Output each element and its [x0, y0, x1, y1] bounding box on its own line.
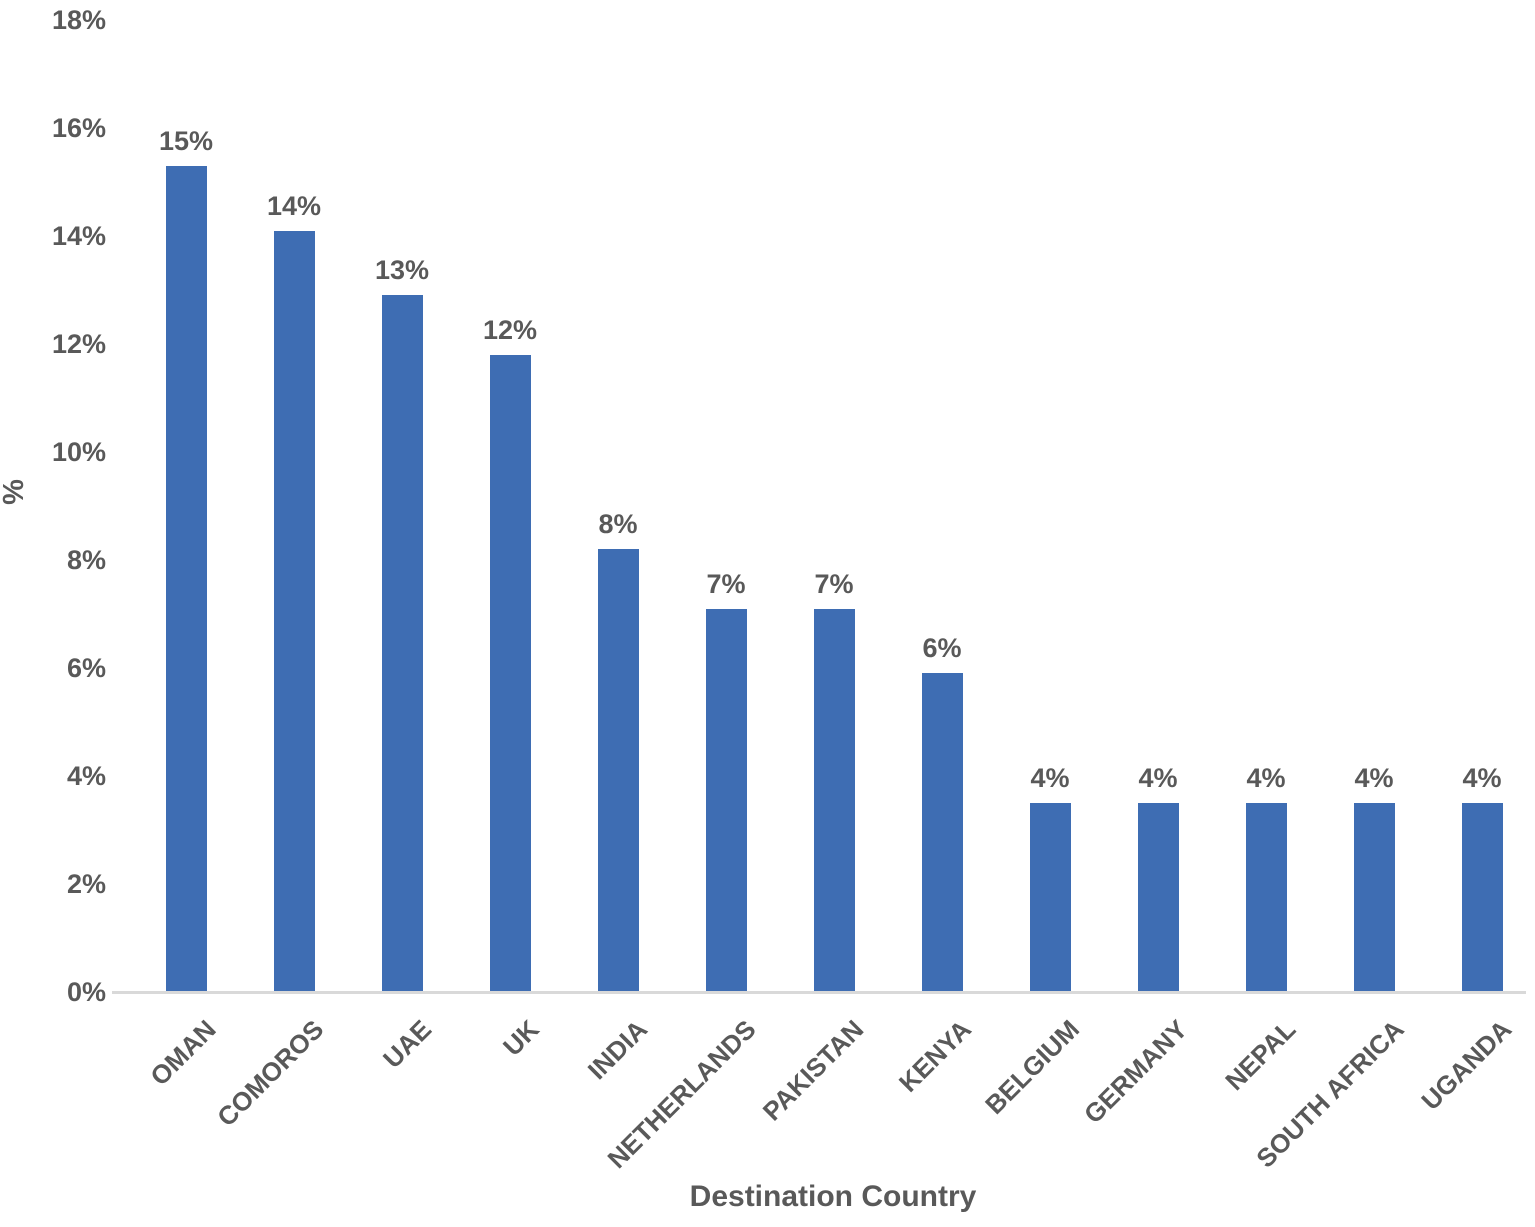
y-axis-title: % [0, 479, 30, 505]
y-tick-label: 2% [66, 869, 106, 899]
bar-value-label: 4% [1138, 763, 1178, 793]
x-tick-label: UGANDA [1415, 1014, 1518, 1116]
bar [705, 609, 747, 992]
bar [597, 549, 639, 992]
bar-value-label: 4% [1354, 763, 1394, 793]
x-tick-label: PAKISTAN [756, 1014, 870, 1127]
x-tick-label: COMOROS [210, 1014, 330, 1133]
x-tick-label: KENYA [893, 1014, 978, 1098]
bar-value-label: 14% [266, 191, 322, 221]
bar [165, 166, 207, 992]
bar-value-label: 8% [598, 509, 638, 539]
bar-value-label: 7% [814, 569, 854, 599]
bar-value-label: 15% [158, 126, 214, 156]
x-axis-title: Destination Country [689, 1180, 977, 1213]
y-tick-label: 0% [66, 977, 106, 1007]
bar [381, 295, 423, 992]
bar-value-label: 12% [482, 315, 538, 345]
bar [489, 355, 531, 992]
bar [1029, 803, 1071, 992]
y-tick-label: 6% [66, 653, 106, 683]
bar-value-label: 7% [706, 569, 746, 599]
y-tick-label: 12% [51, 329, 106, 359]
y-tick-label: 14% [51, 221, 106, 251]
x-tick-label: BELGIUM [979, 1014, 1086, 1120]
bar-value-label: 6% [922, 633, 962, 663]
x-tick-label: INDIA [581, 1014, 654, 1086]
bar [813, 609, 855, 992]
bar-value-label: 4% [1462, 763, 1502, 793]
x-tick-label: GERMANY [1078, 1014, 1194, 1130]
bar [1461, 803, 1503, 992]
bar [273, 231, 315, 992]
bar [1137, 803, 1179, 992]
y-tick-label: 4% [66, 761, 106, 791]
bar-value-label: 4% [1246, 763, 1286, 793]
bar-value-label: 13% [374, 255, 430, 285]
x-tick-label: UAE [377, 1014, 438, 1075]
x-tick-label: NEPAL [1219, 1014, 1302, 1097]
x-tick-label: UK [497, 1014, 546, 1062]
y-tick-label: 8% [66, 545, 106, 575]
bar [1245, 803, 1287, 992]
y-tick-label: 10% [51, 437, 106, 467]
x-axis-line [112, 991, 1526, 994]
bar-value-label: 4% [1030, 763, 1070, 793]
bar [921, 673, 963, 992]
y-tick-label: 18% [51, 5, 106, 35]
x-tick-label: OMAN [143, 1014, 222, 1092]
bar [1353, 803, 1395, 992]
y-tick-label: 16% [51, 113, 106, 143]
